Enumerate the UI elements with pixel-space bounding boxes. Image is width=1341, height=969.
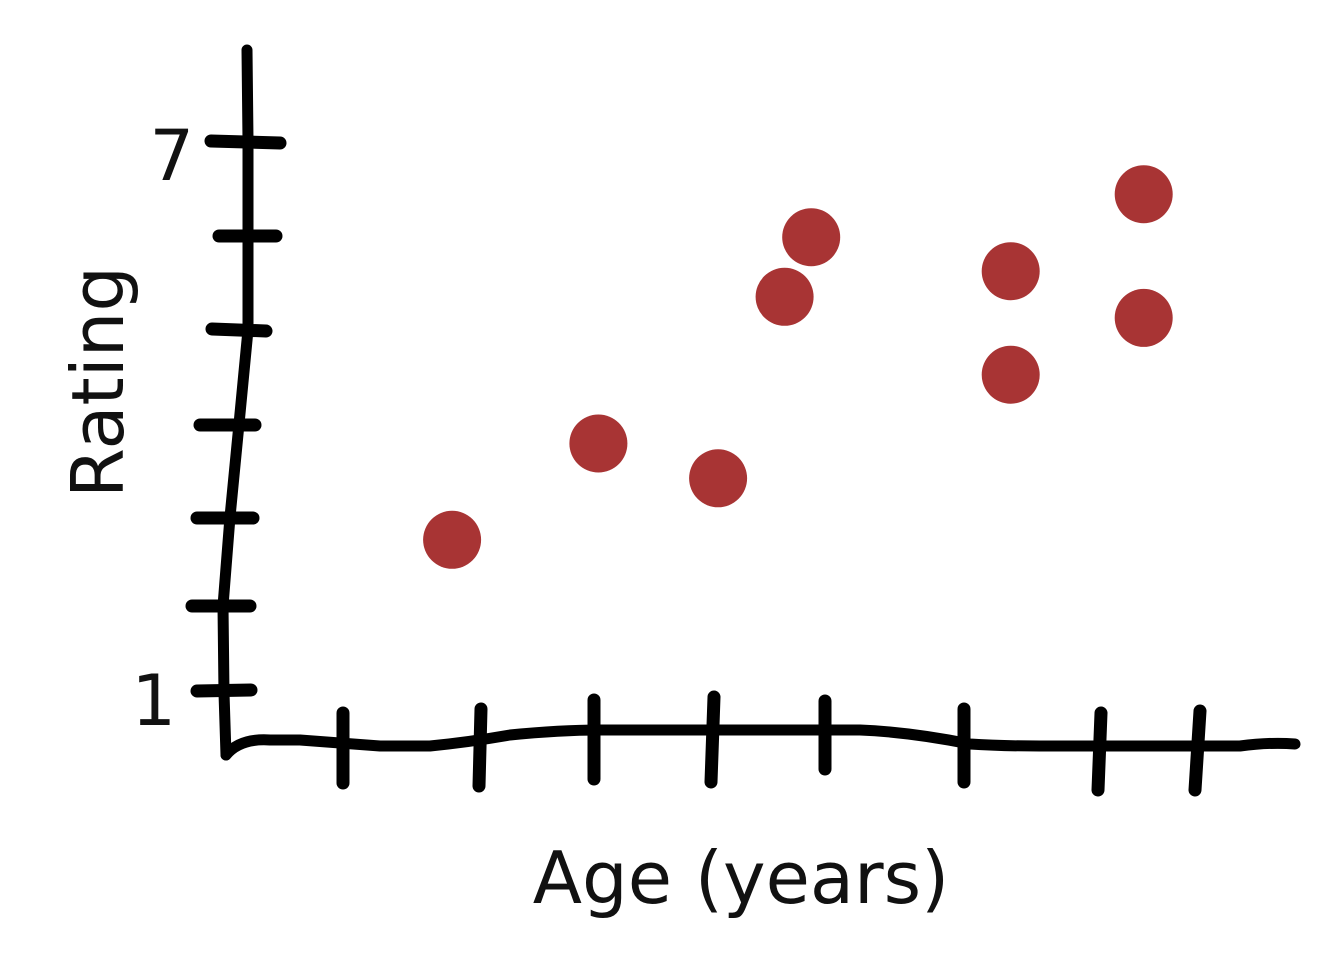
y-tick-mark bbox=[204, 134, 287, 150]
y-axis-line bbox=[217, 44, 254, 761]
data-point-2 bbox=[569, 414, 628, 473]
data-point-4 bbox=[755, 267, 814, 326]
data-point-5 bbox=[782, 208, 841, 267]
data-point-9 bbox=[1114, 288, 1173, 347]
data-point-3 bbox=[689, 449, 748, 508]
data-points bbox=[423, 165, 1173, 569]
data-point-6 bbox=[981, 345, 1040, 404]
axes bbox=[185, 44, 1301, 797]
y-tick-mark bbox=[190, 683, 258, 698]
x-tick-mark bbox=[704, 690, 721, 789]
data-point-1 bbox=[423, 510, 482, 569]
x-tick-mark bbox=[1091, 706, 1108, 797]
y-tick-label-1: 1 bbox=[131, 660, 176, 742]
labels: 7 1 Rating Age (years) bbox=[56, 115, 949, 920]
x-axis-label: Age (years) bbox=[533, 836, 949, 920]
y-axis-label: Rating bbox=[56, 266, 140, 498]
y-tick-label-7: 7 bbox=[149, 115, 194, 197]
x-tick-mark bbox=[1188, 704, 1207, 797]
data-point-7 bbox=[981, 242, 1040, 301]
y-tick-mark bbox=[205, 322, 273, 338]
x-axis-line bbox=[220, 724, 1301, 761]
x-tick-mark bbox=[472, 702, 488, 793]
data-point-8 bbox=[1114, 165, 1173, 224]
